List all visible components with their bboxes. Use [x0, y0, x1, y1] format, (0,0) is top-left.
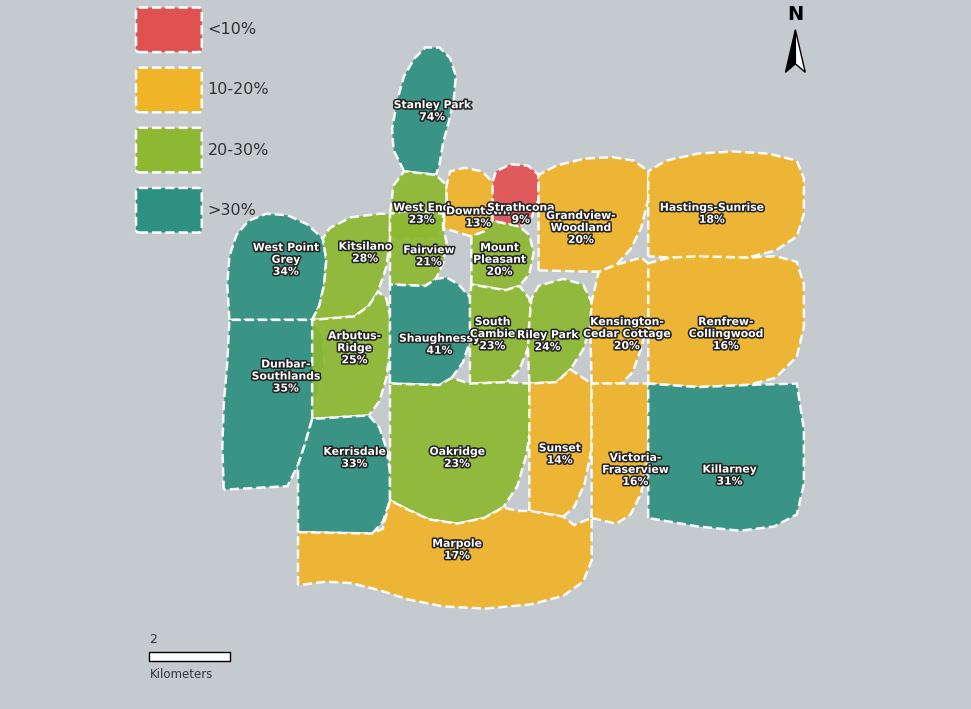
Text: Hastings-Sunrise
18%: Hastings-Sunrise 18% — [660, 203, 764, 225]
Polygon shape — [390, 211, 447, 286]
Polygon shape — [392, 48, 455, 175]
FancyBboxPatch shape — [136, 188, 202, 233]
Text: Mount
Pleasant
20%: Mount Pleasant 20% — [473, 242, 526, 277]
Text: 10-20%: 10-20% — [208, 82, 269, 97]
Text: Downtown
13%: Downtown 13% — [446, 206, 511, 228]
Text: Grandview-
Woodland
20%: Grandview- Woodland 20% — [546, 211, 616, 245]
Bar — [149, 652, 230, 661]
Text: Renfrew-
Collingwood
16%: Renfrew- Collingwood 16% — [688, 317, 763, 351]
Text: Stanley Park
74%: Stanley Park 74% — [393, 100, 471, 122]
Polygon shape — [649, 152, 804, 259]
Polygon shape — [298, 415, 390, 534]
Text: 20-30%: 20-30% — [208, 143, 269, 157]
Text: <10%: <10% — [208, 22, 256, 38]
Text: Oakridge
23%: Oakridge 23% — [429, 447, 485, 469]
Polygon shape — [470, 284, 531, 384]
Text: Marpole
17%: Marpole 17% — [432, 539, 483, 561]
Polygon shape — [591, 384, 649, 524]
FancyBboxPatch shape — [136, 128, 202, 172]
Polygon shape — [298, 501, 591, 608]
Text: >30%: >30% — [208, 203, 256, 218]
Polygon shape — [492, 164, 539, 226]
Polygon shape — [222, 320, 324, 490]
Polygon shape — [539, 157, 649, 272]
Text: Shaughnessy
41%: Shaughnessy 41% — [399, 334, 480, 356]
Polygon shape — [227, 214, 326, 320]
Text: Fairview
21%: Fairview 21% — [403, 245, 454, 267]
Polygon shape — [390, 378, 531, 524]
Polygon shape — [786, 30, 795, 72]
Text: Kitsilano
28%: Kitsilano 28% — [339, 242, 392, 264]
Text: Dunbar-
Southlands
35%: Dunbar- Southlands 35% — [251, 359, 320, 393]
Polygon shape — [443, 168, 496, 236]
Text: Arbutus-
Ridge
25%: Arbutus- Ridge 25% — [328, 331, 382, 365]
Text: Victoria-
Fraserview
16%: Victoria- Fraserview 16% — [602, 453, 669, 487]
FancyBboxPatch shape — [136, 8, 202, 52]
Text: Kilometers: Kilometers — [151, 668, 214, 681]
Polygon shape — [312, 291, 390, 419]
Text: 2: 2 — [149, 633, 156, 646]
Polygon shape — [529, 369, 591, 517]
Polygon shape — [590, 257, 650, 384]
FancyBboxPatch shape — [136, 67, 202, 112]
Polygon shape — [795, 30, 805, 72]
Polygon shape — [390, 172, 447, 238]
Text: Killarney
31%: Killarney 31% — [702, 464, 756, 486]
Text: Strathcona
9%: Strathcona 9% — [487, 203, 554, 225]
Text: Kerrisdale
33%: Kerrisdale 33% — [323, 447, 385, 469]
Polygon shape — [471, 220, 534, 290]
Text: Kensington-
Cedar Cottage
20%: Kensington- Cedar Cottage 20% — [583, 317, 671, 351]
Polygon shape — [528, 279, 591, 384]
Polygon shape — [649, 384, 804, 531]
Polygon shape — [649, 256, 804, 387]
Polygon shape — [390, 277, 471, 385]
Text: Riley Park
24%: Riley Park 24% — [517, 330, 579, 352]
Text: Sunset
14%: Sunset 14% — [539, 443, 581, 465]
Text: West Point
Grey
34%: West Point Grey 34% — [252, 242, 319, 277]
Text: West End
23%: West End 23% — [393, 203, 451, 225]
Polygon shape — [312, 214, 390, 320]
Text: South
Cambie
23%: South Cambie 23% — [470, 317, 516, 351]
Text: N: N — [787, 5, 803, 24]
